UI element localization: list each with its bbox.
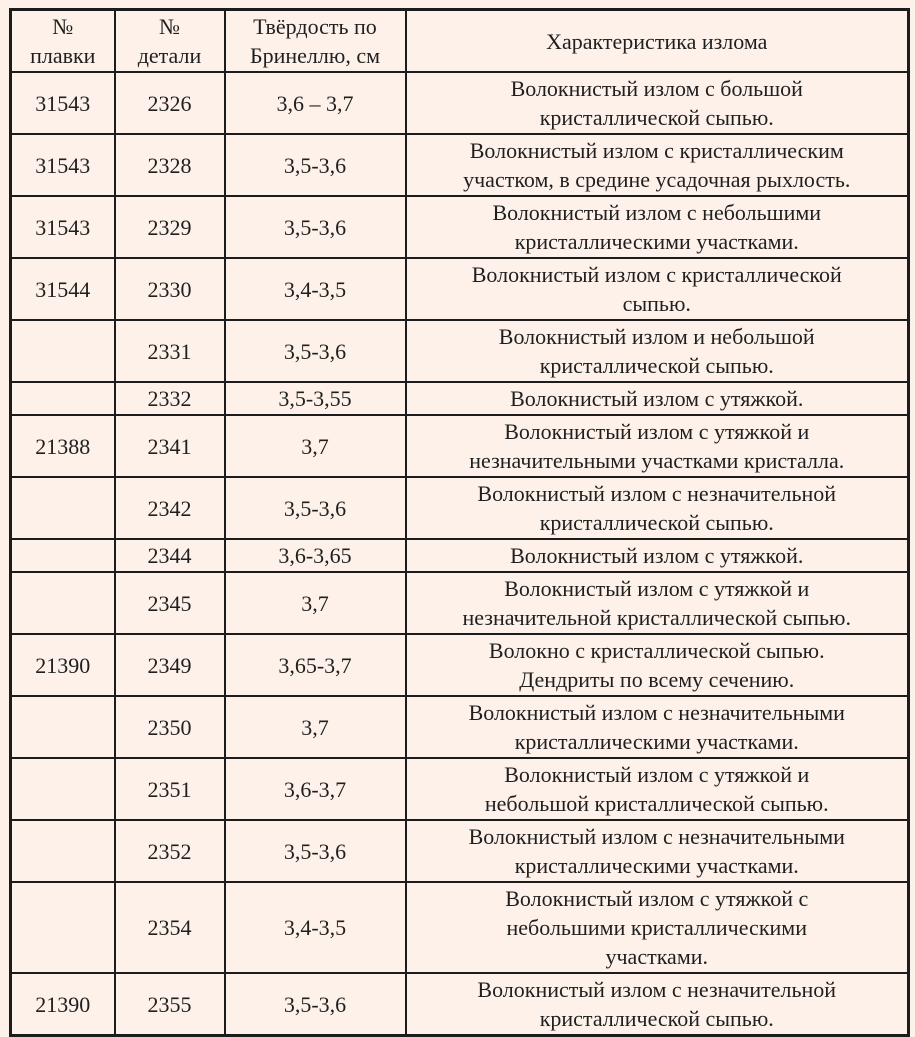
column-header-fracture: Характеристика излома — [404, 8, 910, 73]
cell-hardness: 3,5-3,55 — [223, 381, 407, 416]
column-header-hardness: Твёрдость по Бринеллю, см — [223, 8, 407, 73]
table-row: 31544 2330 3,4-3,5 Волокнистый излом с к… — [9, 257, 910, 321]
cell-fracture: Волокнистый излом с небольшими кристалли… — [404, 195, 910, 259]
cell-fracture: Волокнистый излом с утяжкой и незначител… — [404, 571, 910, 635]
cell-melt — [9, 381, 116, 416]
cell-melt — [9, 819, 116, 883]
cell-part: 2330 — [113, 257, 226, 321]
cell-melt: 31544 — [9, 257, 116, 321]
cell-fracture: Волокнистый излом с кристаллической сыпь… — [404, 257, 910, 321]
table-row: 2352 3,5-3,6 Волокнистый излом с незначи… — [9, 819, 910, 883]
cell-melt — [9, 571, 116, 635]
cell-part: 2344 — [113, 538, 226, 573]
cell-hardness: 3,5-3,6 — [223, 319, 407, 383]
table-header: № плавки № детали Твёрдость по Бринеллю,… — [9, 8, 910, 73]
table-body: 31543 2326 3,6 – 3,7 Волокнистый излом с… — [9, 71, 910, 1037]
table-row: 2332 3,5-3,55 Волокнистый излом с утяжко… — [9, 381, 910, 416]
cell-hardness: 3,4-3,5 — [223, 257, 407, 321]
cell-fracture: Волокнистый излом с незначительными крис… — [404, 695, 910, 759]
cell-melt: 21390 — [9, 633, 116, 697]
cell-hardness: 3,5-3,6 — [223, 476, 407, 540]
cell-part: 2342 — [113, 476, 226, 540]
cell-hardness: 3,6 – 3,7 — [223, 71, 407, 135]
cell-melt: 21390 — [9, 972, 116, 1037]
cell-fracture: Волокнистый излом с кристаллическим учас… — [404, 133, 910, 197]
table-row: 2344 3,6-3,65 Волокнистый излом с утяжко… — [9, 538, 910, 573]
cell-melt — [9, 319, 116, 383]
cell-part: 2351 — [113, 757, 226, 821]
cell-hardness: 3,5-3,6 — [223, 133, 407, 197]
cell-melt: 21388 — [9, 414, 116, 478]
table-row: 21390 2349 3,65-3,7 Волокно с кристаллич… — [9, 633, 910, 697]
cell-fracture: Волокнистый излом и небольшой кристаллич… — [404, 319, 910, 383]
cell-part: 2326 — [113, 71, 226, 135]
table-row: 2350 3,7 Волокнистый излом с незначитель… — [9, 695, 910, 759]
table-row: 21388 2341 3,7 Волокнистый излом с утяжк… — [9, 414, 910, 478]
cell-part: 2350 — [113, 695, 226, 759]
cell-melt: 31543 — [9, 71, 116, 135]
cell-fracture: Волокнистый излом с незначительными крис… — [404, 819, 910, 883]
table-row: 21390 2355 3,5-3,6 Волокнистый излом с н… — [9, 972, 910, 1037]
cell-melt — [9, 881, 116, 974]
cell-hardness: 3,65-3,7 — [223, 633, 407, 697]
cell-part: 2329 — [113, 195, 226, 259]
table-row: 31543 2329 3,5-3,6 Волокнистый излом с н… — [9, 195, 910, 259]
cell-fracture: Волокнистый излом с утяжкой и незначител… — [404, 414, 910, 478]
column-header-melt-number: № плавки — [9, 8, 116, 73]
cell-hardness: 3,7 — [223, 695, 407, 759]
table-row: 31543 2326 3,6 – 3,7 Волокнистый излом с… — [9, 71, 910, 135]
cell-melt — [9, 538, 116, 573]
cell-hardness: 3,5-3,6 — [223, 819, 407, 883]
cell-fracture: Волокнистый излом с утяжкой. — [404, 381, 910, 416]
cell-part: 2349 — [113, 633, 226, 697]
header-row: № плавки № детали Твёрдость по Бринеллю,… — [9, 8, 910, 73]
cell-hardness: 3,5-3,6 — [223, 195, 407, 259]
cell-hardness: 3,6-3,7 — [223, 757, 407, 821]
column-header-part-number: № детали — [113, 8, 226, 73]
table-row: 2342 3,5-3,6 Волокнистый излом с незначи… — [9, 476, 910, 540]
cell-part: 2331 — [113, 319, 226, 383]
cell-fracture: Волокнистый излом с утяжкой. — [404, 538, 910, 573]
cell-melt — [9, 476, 116, 540]
cell-melt — [9, 695, 116, 759]
cell-melt — [9, 757, 116, 821]
cell-fracture: Волокно с кристаллической сыпью. Дендрит… — [404, 633, 910, 697]
cell-fracture: Волокнистый излом с незначительной крист… — [404, 476, 910, 540]
cell-melt: 31543 — [9, 133, 116, 197]
cell-fracture: Волокнистый излом с незначительной крист… — [404, 972, 910, 1037]
cell-hardness: 3,5-3,6 — [223, 972, 407, 1037]
cell-fracture: Волокнистый излом с утяжкой и небольшой … — [404, 757, 910, 821]
cell-fracture: Волокнистый излом с большой кристалличес… — [404, 71, 910, 135]
table-row: 2354 3,4-3,5 Волокнистый излом с утяжкой… — [9, 881, 910, 974]
cell-part: 2332 — [113, 381, 226, 416]
fracture-characteristics-table: № плавки № детали Твёрдость по Бринеллю,… — [9, 8, 910, 1037]
cell-part: 2328 — [113, 133, 226, 197]
table-row: 31543 2328 3,5-3,6 Волокнистый излом с к… — [9, 133, 910, 197]
cell-hardness: 3,4-3,5 — [223, 881, 407, 974]
cell-part: 2355 — [113, 972, 226, 1037]
cell-hardness: 3,6-3,65 — [223, 538, 407, 573]
table-row: 2345 3,7 Волокнистый излом с утяжкой и н… — [9, 571, 910, 635]
table-row: 2351 3,6-3,7 Волокнистый излом с утяжкой… — [9, 757, 910, 821]
cell-hardness: 3,7 — [223, 414, 407, 478]
cell-part: 2352 — [113, 819, 226, 883]
cell-hardness: 3,7 — [223, 571, 407, 635]
cell-part: 2354 — [113, 881, 226, 974]
cell-melt: 31543 — [9, 195, 116, 259]
table-row: 2331 3,5-3,6 Волокнистый излом и небольш… — [9, 319, 910, 383]
cell-fracture: Волокнистый излом с утяжкой с небольшими… — [404, 881, 910, 974]
cell-part: 2341 — [113, 414, 226, 478]
cell-part: 2345 — [113, 571, 226, 635]
